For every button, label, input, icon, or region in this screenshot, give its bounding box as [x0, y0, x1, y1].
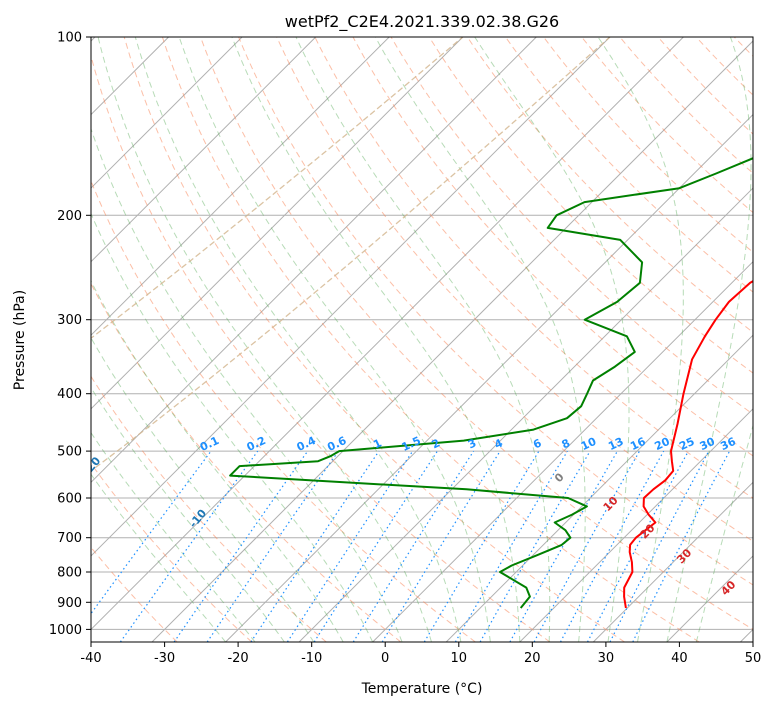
x-tick-label: 50 — [745, 651, 762, 666]
dry-adiabat-line — [200, 37, 753, 630]
y-tick-label: 100 — [57, 31, 82, 46]
moist-adiabat-line — [91, 336, 315, 642]
isotherm-line — [298, 187, 753, 642]
isotherm-line — [91, 37, 537, 484]
moist-adiabat-line — [134, 37, 462, 642]
plot-series — [229, 157, 753, 609]
isotherm-line — [592, 481, 753, 642]
moist-adiabat-line — [474, 37, 630, 642]
mixing-ratio-line — [423, 450, 540, 642]
y-axis: 100 200 300 400 500 600 700 800 900 1000 — [49, 31, 91, 638]
x-tick-label: -10 — [301, 651, 322, 666]
dry-adiabat-line — [390, 37, 753, 415]
moist-adiabat-line — [231, 37, 521, 642]
moist-adiabat-line — [178, 37, 491, 642]
y-tick-label: 400 — [57, 387, 82, 402]
y-tick-label: 900 — [57, 596, 82, 611]
y-tick-label: 600 — [57, 492, 82, 507]
mixing-ratio-label: 20 — [653, 435, 673, 453]
isotherm-line — [372, 260, 753, 642]
x-tick-label: 0 — [381, 651, 389, 666]
y-tick-label: 300 — [57, 313, 82, 328]
moist-adiabat-line — [97, 37, 432, 642]
dry-adiabat-line — [352, 37, 753, 457]
mixing-ratio-line — [91, 450, 212, 615]
temperature-profile-line — [623, 280, 753, 609]
mixing-ratio-label: 36 — [718, 435, 738, 453]
mixing-ratio-line — [533, 450, 641, 642]
plot-frame — [90, 36, 754, 643]
isotherm-line — [91, 37, 317, 263]
mixing-ratio-label: 10 — [579, 435, 599, 453]
isotherm-line — [151, 40, 753, 642]
moist-adiabat-line — [91, 127, 403, 642]
mixing-ratio-line — [479, 450, 591, 642]
mixing-ratio-line — [313, 450, 438, 642]
y-tick-label: 700 — [57, 531, 82, 546]
mixing-ratio-line — [381, 450, 501, 642]
mixing-ratio-label: 30 — [698, 435, 718, 453]
mixing-ratio-label: 16 — [628, 435, 648, 453]
dry-adiabat-line — [543, 37, 753, 253]
mixing-ratio-label: 13 — [606, 435, 625, 453]
lcl-arc-line — [91, 37, 611, 472]
isotherm-line — [91, 37, 464, 410]
mixing-ratio-label: 25 — [677, 435, 696, 453]
dry-adiabat-line — [161, 37, 700, 642]
moist-adiabat-line — [666, 37, 752, 642]
mixing-ratio-line — [119, 450, 259, 642]
isotherm-line — [519, 408, 753, 642]
moist-adiabat-line — [295, 37, 551, 642]
x-tick-label: 30 — [598, 651, 615, 666]
moist-adiabat-line — [695, 423, 753, 642]
dry-adiabat-line — [276, 37, 753, 542]
dry-adiabat-line — [91, 282, 402, 642]
moist-adiabat-line — [597, 37, 684, 642]
dry-adiabat-line — [91, 54, 551, 642]
y-axis-label: Pressure (hPa) — [12, 290, 28, 390]
moist-adiabat-line — [91, 473, 226, 642]
y-tick-label: 1000 — [49, 623, 82, 638]
moist-adiabat-line — [91, 431, 256, 642]
isotherm-line — [91, 37, 243, 189]
dry-adiabat-line — [581, 37, 753, 214]
isotherm-line — [91, 37, 684, 631]
plot-background-lines — [91, 37, 753, 642]
moist-adiabat-line — [91, 212, 374, 642]
dry-adiabat-line — [314, 37, 753, 499]
moist-adiabat-line — [374, 37, 586, 642]
y-tick-label: 500 — [57, 445, 82, 460]
mixing-ratio-line — [454, 450, 568, 642]
x-axis-label: Temperature (°C) — [361, 681, 483, 697]
x-axis: -40 -30 -20 -10 0 10 20 30 40 50 — [80, 642, 761, 666]
x-tick-label: 20 — [524, 651, 541, 666]
mixing-ratio-line — [286, 450, 414, 642]
dry-adiabat-line — [466, 37, 753, 333]
chart-title: wetPf2_C2E4.2021.339.02.38.G26 — [285, 12, 559, 32]
x-tick-label: 40 — [671, 651, 688, 666]
mixing-ratio-line — [559, 450, 665, 642]
x-tick-label: -30 — [154, 651, 175, 666]
y-tick-label: 200 — [57, 209, 82, 224]
mixing-ratio-line — [173, 450, 309, 642]
x-tick-label: -20 — [227, 651, 248, 666]
mixing-ratio-line — [509, 450, 618, 642]
dry-adiabat-line — [619, 37, 753, 174]
x-tick-label: -40 — [80, 651, 101, 666]
y-tick-label: 800 — [57, 566, 82, 581]
moist-adiabat-line — [91, 279, 344, 642]
x-tick-label: 10 — [451, 651, 468, 666]
isotherm-line — [445, 334, 753, 642]
dewpoint-profile-line — [229, 157, 753, 609]
isotherm-line — [91, 37, 611, 557]
mixing-ratio-line — [352, 450, 475, 642]
isotherm-line — [225, 113, 753, 642]
dry-adiabat-line — [238, 37, 753, 586]
dry-adiabat-line — [123, 37, 625, 642]
dry-adiabat-line — [91, 462, 253, 642]
